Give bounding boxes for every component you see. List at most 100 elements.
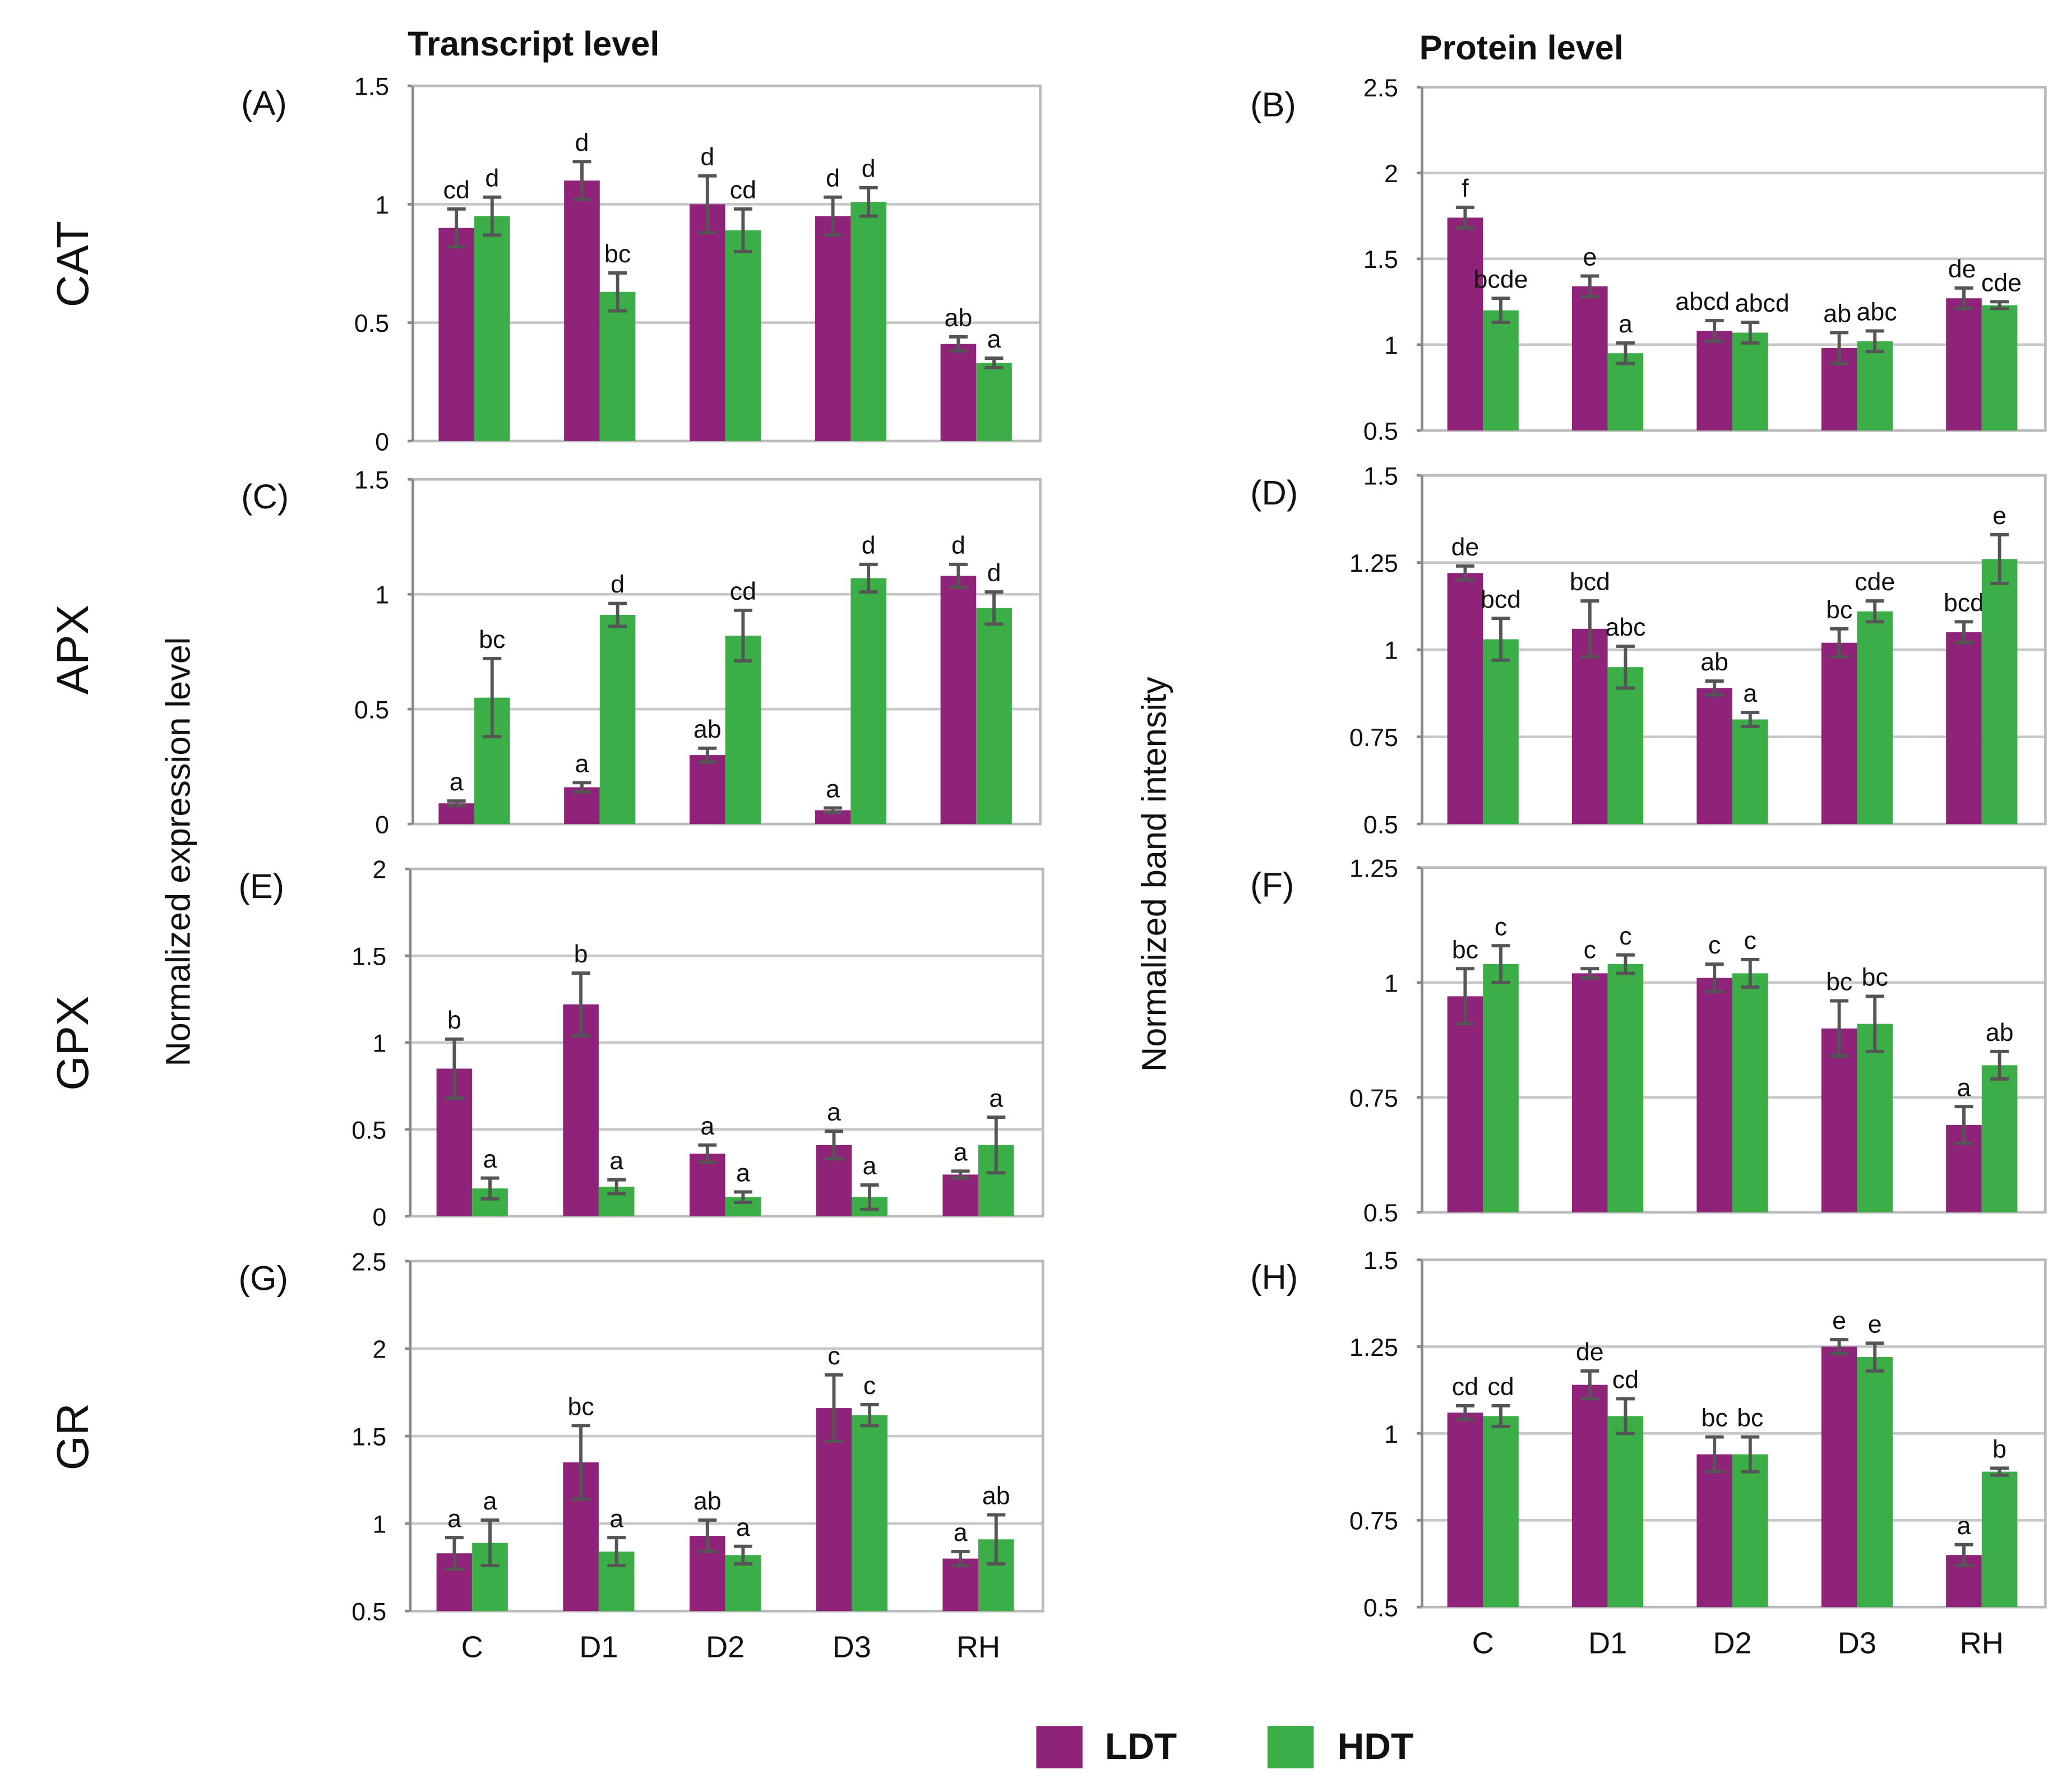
bar-hdt-d3 [1857, 341, 1893, 431]
y-tick-label: 1.5 [352, 943, 386, 971]
significance-letter: c [1744, 927, 1756, 955]
y-tick-label: 1.5 [354, 73, 389, 101]
bar-hdt-c [474, 216, 510, 441]
bar-hdt-d3 [1857, 611, 1893, 825]
y-tick-label: 1.5 [1363, 1247, 1398, 1275]
significance-letter: a [1957, 1512, 1971, 1540]
panel-label: (F) [1250, 866, 1294, 904]
significance-letter: a [575, 749, 589, 777]
panel-b: (B) 0.5 1 1.5 2 2.5 f bcde e a abcd abcd ab abc de cde [1250, 74, 2047, 446]
significance-letter: a [954, 1518, 968, 1546]
y-tick-label: 2 [372, 856, 386, 884]
title-left: Transcript level [408, 25, 659, 63]
significance-letter: e [1583, 243, 1597, 271]
significance-letter: a [736, 1513, 750, 1541]
significance-letter: de [1576, 1338, 1604, 1366]
significance-letter: bcde [1473, 265, 1528, 293]
y-tick-label: 1.25 [1349, 1333, 1398, 1362]
significance-letter: f [1462, 174, 1469, 202]
y-tick-label: 2 [1384, 160, 1398, 188]
y-tick-label: 0.5 [1363, 811, 1398, 839]
panel-label: (B) [1250, 85, 1296, 123]
significance-letter: cd [1452, 1373, 1478, 1401]
bar-hdt-c [1483, 639, 1519, 825]
bar-ldt-c [1447, 217, 1483, 431]
y-tick-label: 1.5 [352, 1423, 386, 1451]
significance-letter: d [862, 155, 876, 183]
ylabel-right: Normalized band intensity [1135, 677, 1173, 1072]
significance-letter: d [700, 143, 714, 171]
bar-ldt-d3 [1821, 1028, 1857, 1212]
bar-hdt-d1 [1607, 353, 1644, 431]
title-right: Protein level [1420, 29, 1624, 67]
bar-ldt-d2 [1696, 331, 1732, 431]
significance-letter: d [987, 559, 1001, 587]
significance-letter: abcd [1675, 288, 1730, 316]
significance-letter: a [954, 1138, 968, 1166]
significance-letter: bc [1737, 1404, 1763, 1432]
significance-letter: ab [1700, 648, 1728, 676]
significance-letter: bcd [1570, 568, 1610, 596]
bar-hdt-rh [976, 363, 1012, 441]
significance-letter: cd [730, 176, 756, 204]
significance-letter: c [1495, 913, 1507, 941]
bar-ldt-d2 [1696, 1454, 1732, 1608]
legend: LDT HDT [1036, 1725, 1413, 1768]
significance-letter: c [1584, 936, 1596, 964]
bar-ldt-d3 [1821, 1346, 1857, 1608]
bar-ldt-c [1447, 996, 1483, 1212]
y-tick-label: 0.5 [354, 309, 389, 337]
bar-hdt-d1 [1607, 964, 1644, 1212]
bar-hdt-rh [1981, 1471, 2018, 1608]
bar-ldt-d2 [1696, 688, 1732, 825]
bar-ldt-rh [942, 1558, 978, 1612]
significance-letter: d [862, 531, 876, 559]
x-tick-label: D2 [1713, 1627, 1751, 1660]
significance-letter: e [1868, 1310, 1882, 1338]
significance-letter: a [700, 1112, 714, 1140]
bar-hdt-d3 [852, 1415, 887, 1612]
significance-letter: bcd [1944, 589, 1984, 617]
significance-letter: cde [1855, 568, 1895, 596]
bar-hdt-rh [1981, 559, 2018, 825]
significance-letter: c [1619, 922, 1631, 950]
significance-letter: ab [694, 715, 722, 743]
significance-letter: ab [982, 1482, 1010, 1510]
y-tick-label: 0.5 [1363, 1199, 1398, 1227]
bar-ldt-rh [1946, 632, 1982, 825]
y-tick-label: 2.5 [1363, 74, 1398, 102]
x-tick-label: RH [1960, 1627, 2004, 1660]
y-tick-label: 0.5 [1363, 418, 1398, 446]
bar-hdt-rh [1981, 305, 2018, 431]
bar-ldt-rh [940, 344, 977, 441]
y-tick-label: 0.5 [1363, 1594, 1398, 1622]
x-tick-label: D3 [833, 1631, 871, 1664]
significance-letter: cd [1612, 1366, 1639, 1394]
x-tick-label: RH [956, 1631, 1000, 1664]
panel-label: (A) [241, 84, 287, 122]
significance-letter: abc [1605, 613, 1645, 641]
y-tick-label: 1 [372, 1029, 386, 1057]
y-tick-label: 1 [372, 1511, 386, 1539]
significance-letter: a [609, 1504, 623, 1532]
significance-letter: bc [1702, 1404, 1728, 1432]
x-tick-label: D3 [1838, 1627, 1876, 1660]
legend-swatch-ldt [1036, 1726, 1083, 1768]
bar-ldt-d1 [564, 180, 600, 441]
bar-ldt-d1 [1571, 1384, 1608, 1608]
y-tick-label: 0.75 [1349, 724, 1398, 752]
significance-letter: c [1708, 931, 1721, 959]
y-tick-label: 1.5 [1363, 246, 1398, 274]
x-tick-label: C [1472, 1627, 1494, 1660]
significance-letter: b [447, 1006, 461, 1034]
bar-hdt-c [1483, 1416, 1519, 1608]
significance-letter: a [736, 1159, 750, 1187]
significance-letter: b [1992, 1435, 2006, 1463]
x-tick-label: D1 [579, 1631, 618, 1664]
bar-hdt-rh [1981, 1065, 2018, 1212]
